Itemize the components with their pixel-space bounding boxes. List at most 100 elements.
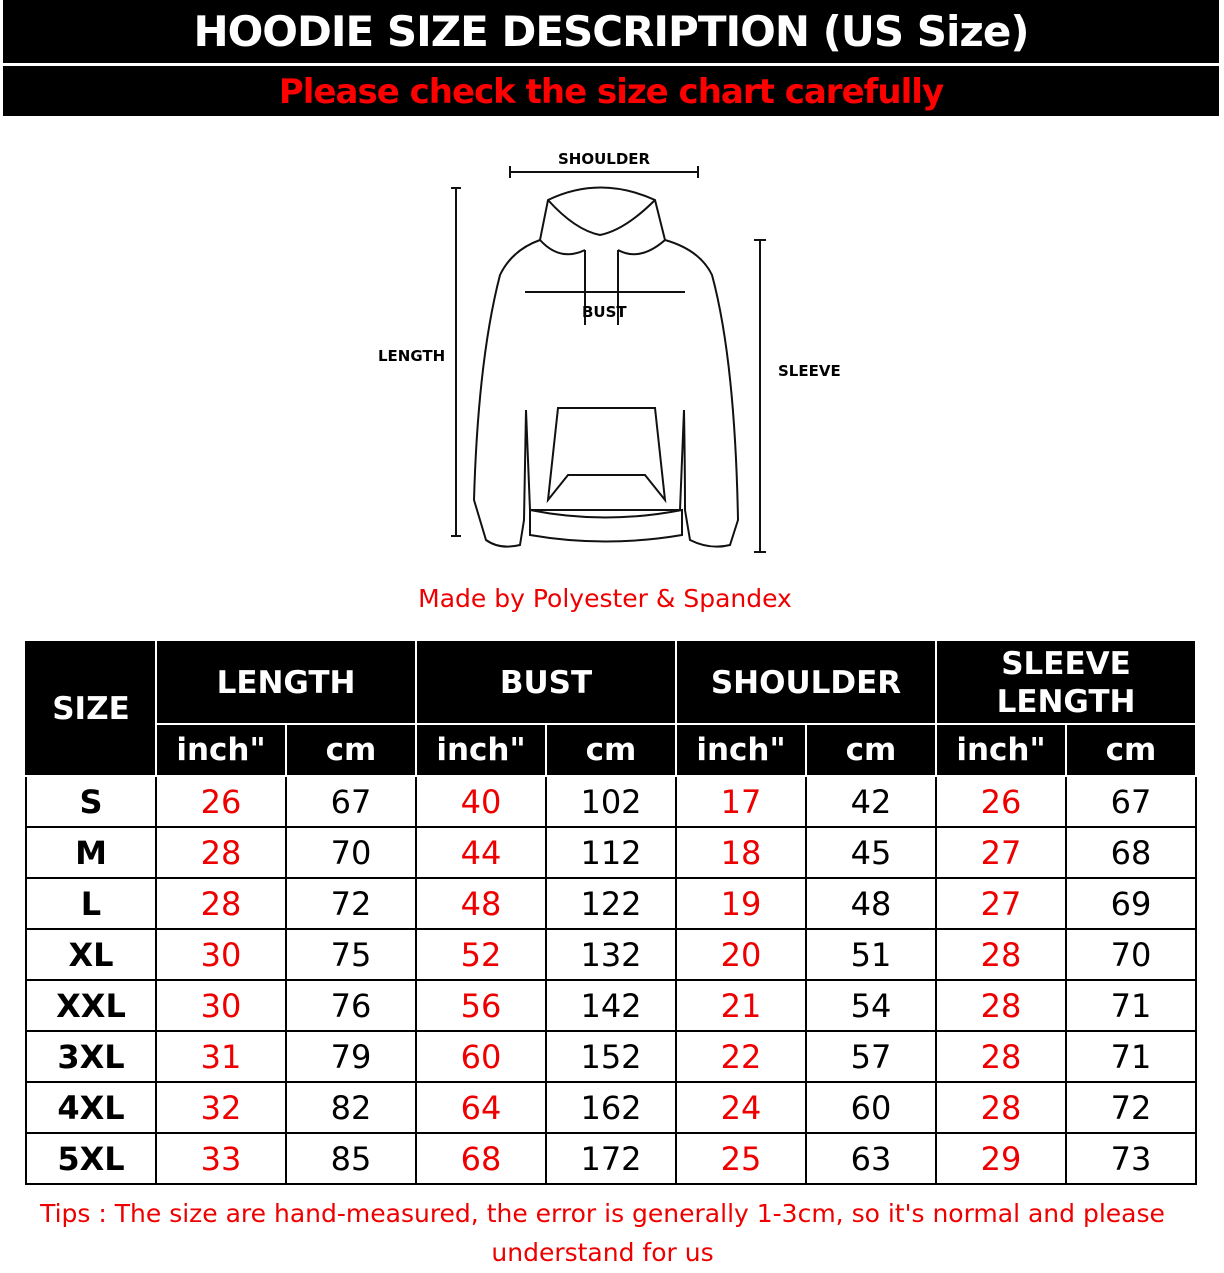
cm-cell: 172 (545, 1132, 677, 1185)
cm-cell: 57 (805, 1030, 937, 1083)
inch-cell: 40 (415, 775, 547, 828)
cm-cell: 51 (805, 928, 937, 981)
cm-cell: 76 (285, 979, 417, 1032)
cm-cell: 70 (1065, 928, 1197, 981)
inch-cell: 26 (155, 775, 287, 828)
inch-cell: 24 (675, 1081, 807, 1134)
unit-header: inch" (415, 723, 547, 777)
cm-cell: 71 (1065, 1030, 1197, 1083)
inch-cell: 30 (155, 979, 287, 1032)
cm-cell: 122 (545, 877, 677, 930)
inch-cell: 28 (935, 1081, 1067, 1134)
cm-cell: 68 (1065, 826, 1197, 879)
tips-note: Tips : The size are hand-measured, the e… (40, 1199, 1165, 1267)
inch-cell: 27 (935, 877, 1067, 930)
cm-cell: 152 (545, 1030, 677, 1083)
cm-cell: 102 (545, 775, 677, 828)
inch-cell: 60 (415, 1030, 547, 1083)
hoodie-outline (472, 186, 740, 548)
table-row: 4XL 32 82 64 162 24 60 28 72 (25, 1081, 1197, 1134)
cm-cell: 85 (285, 1132, 417, 1185)
inch-cell: 52 (415, 928, 547, 981)
size-cell: 3XL (25, 1030, 157, 1083)
table-row: L 28 72 48 122 19 48 27 69 (25, 877, 1197, 930)
cm-cell: 45 (805, 826, 937, 879)
unit-header: cm (285, 723, 417, 777)
size-cell: XL (25, 928, 157, 981)
table-row: 5XL 33 85 68 172 25 63 29 73 (25, 1132, 1197, 1185)
group-header-length: LENGTH (155, 641, 417, 725)
unit-header: cm (545, 723, 677, 777)
size-cell: 5XL (25, 1132, 157, 1185)
inch-cell: 56 (415, 979, 547, 1032)
inch-cell: 27 (935, 826, 1067, 879)
unit-header: cm (1065, 723, 1197, 777)
table-row: XL 30 75 52 132 20 51 28 70 (25, 928, 1197, 981)
group-header-sleeve: SLEEVE LENGTH (935, 641, 1197, 725)
unit-header: inch" (155, 723, 287, 777)
cm-cell: 70 (285, 826, 417, 879)
pocket (546, 407, 667, 504)
inch-cell: 31 (155, 1030, 287, 1083)
inch-cell: 26 (935, 775, 1067, 828)
cm-cell: 162 (545, 1081, 677, 1134)
cm-cell: 63 (805, 1132, 937, 1185)
size-cell: L (25, 877, 157, 930)
size-cell: S (25, 775, 157, 828)
inch-cell: 19 (675, 877, 807, 930)
unit-header: inch" (935, 723, 1067, 777)
length-measure-line (451, 187, 461, 537)
page-title: HOODIE SIZE DESCRIPTION (US Size) (3, 0, 1219, 63)
inch-cell: 33 (155, 1132, 287, 1185)
cm-cell: 79 (285, 1030, 417, 1083)
inch-cell: 29 (935, 1132, 1067, 1185)
cm-cell: 73 (1065, 1132, 1197, 1185)
hoodie-diagram (451, 166, 766, 553)
sleeve-label: SLEEVE (778, 362, 841, 380)
cm-cell: 142 (545, 979, 677, 1032)
sleeve-measure-line (754, 239, 766, 553)
cm-cell: 42 (805, 775, 937, 828)
shoulder-label: SHOULDER (558, 150, 651, 168)
page-subtitle: Please check the size chart carefully (3, 66, 1219, 116)
table-row: 3XL 31 79 60 152 22 57 28 71 (25, 1030, 1197, 1083)
inch-cell: 64 (415, 1081, 547, 1134)
inch-cell: 30 (155, 928, 287, 981)
cm-cell: 67 (285, 775, 417, 828)
inch-cell: 28 (935, 979, 1067, 1032)
inch-cell: 28 (155, 826, 287, 879)
inch-cell: 25 (675, 1132, 807, 1185)
cm-cell: 112 (545, 826, 677, 879)
cm-cell: 54 (805, 979, 937, 1032)
inch-cell: 44 (415, 826, 547, 879)
inch-cell: 22 (675, 1030, 807, 1083)
inch-cell: 17 (675, 775, 807, 828)
cm-cell: 82 (285, 1081, 417, 1134)
size-header: SIZE (25, 641, 157, 777)
inch-cell: 32 (155, 1081, 287, 1134)
size-table: SIZE LENGTH BUST SHOULDER SLEEVE LENGTH … (25, 641, 1197, 1185)
cm-cell: 67 (1065, 775, 1197, 828)
inch-cell: 28 (935, 1030, 1067, 1083)
shoulder-measure-line (509, 166, 699, 178)
group-header-shoulder: SHOULDER (675, 641, 937, 725)
table-row: M 28 70 44 112 18 45 27 68 (25, 826, 1197, 879)
cm-cell: 60 (805, 1081, 937, 1134)
inch-cell: 21 (675, 979, 807, 1032)
inch-cell: 18 (675, 826, 807, 879)
table-row: XXL 30 76 56 142 21 54 28 71 (25, 979, 1197, 1032)
unit-header: inch" (675, 723, 807, 777)
cm-cell: 69 (1065, 877, 1197, 930)
cm-cell: 71 (1065, 979, 1197, 1032)
inch-cell: 68 (415, 1132, 547, 1185)
group-header-bust: BUST (415, 641, 677, 725)
size-cell: XXL (25, 979, 157, 1032)
inch-cell: 28 (155, 877, 287, 930)
unit-header: cm (805, 723, 937, 777)
table-row: S 26 67 40 102 17 42 26 67 (25, 775, 1197, 828)
cm-cell: 72 (1065, 1081, 1197, 1134)
material-note: Made by Polyester & Spandex (418, 584, 792, 613)
cm-cell: 132 (545, 928, 677, 981)
cm-cell: 75 (285, 928, 417, 981)
size-cell: 4XL (25, 1081, 157, 1134)
